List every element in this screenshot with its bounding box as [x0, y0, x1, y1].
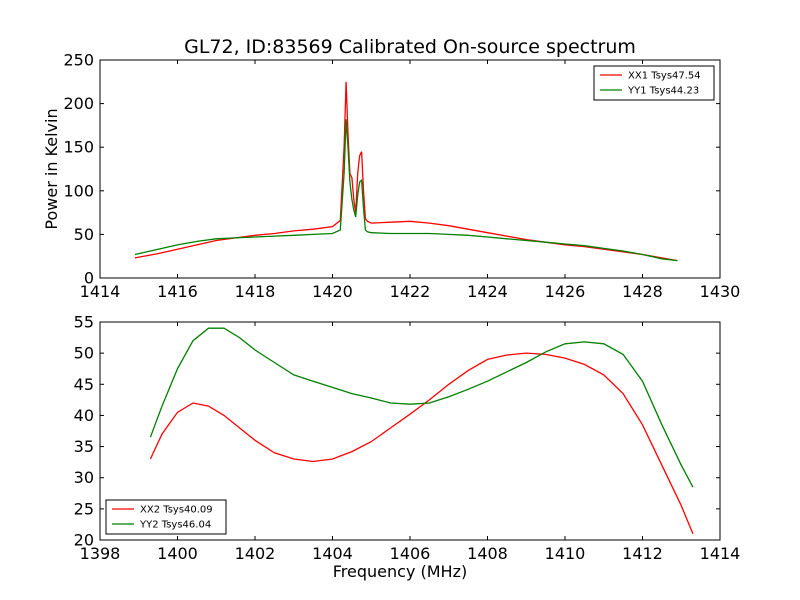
x-tick-label: 1410 — [545, 544, 586, 563]
y-axis-label: Power in Kelvin — [42, 108, 61, 229]
x-tick-label: 1414 — [80, 282, 121, 301]
y-tick-label: 50 — [74, 344, 94, 363]
x-tick-label: 1400 — [157, 544, 198, 563]
x-tick-label: 1418 — [235, 282, 276, 301]
x-tick-label: 1414 — [700, 544, 741, 563]
legend-2: XX2 Tsys40.09 YY2 Tsys46.04 — [105, 499, 227, 535]
x-tick-label: 1424 — [467, 282, 508, 301]
x-tick-label: 1412 — [622, 544, 663, 563]
x-tick-label: 1404 — [312, 544, 353, 563]
y-tick-label: 40 — [74, 406, 94, 425]
y-tick-label: 50 — [74, 225, 94, 244]
series-line-2-1 — [149, 352, 694, 535]
series-line-1-2 — [134, 119, 678, 262]
x-tick-label: 1420 — [312, 282, 353, 301]
y-tick-label: 250 — [63, 51, 94, 70]
legend-label: YY2 Tsys46.04 — [139, 520, 211, 531]
y-tick-label: 25 — [74, 499, 94, 518]
x-tick-label: 1416 — [157, 282, 198, 301]
y-tick-label: 200 — [63, 94, 94, 113]
y-tick-label: 30 — [74, 468, 94, 487]
y-tick-label: 45 — [74, 375, 94, 394]
legend-label: XX2 Tsys40.09 — [140, 505, 213, 516]
y-tick-label: 100 — [63, 181, 94, 200]
legend-label: XX1 Tsys47.54 — [628, 71, 701, 82]
y-tick-label: 0 — [84, 269, 94, 288]
legend-1: XX1 Tsys47.54 YY1 Tsys44.23 — [593, 65, 715, 101]
y-tick-label: 150 — [63, 138, 94, 157]
plot-panel-2: 1398 1400 1402 1404 1406 1408 1410 1412 1414 20 25… — [74, 313, 741, 582]
x-tick-label: 1402 — [235, 544, 276, 563]
x-tick-label: 1430 — [700, 282, 741, 301]
y-tick-label: 55 — [74, 313, 94, 332]
y-tick-label: 20 — [74, 531, 94, 550]
x-tick-label: 1426 — [545, 282, 586, 301]
chart-title: GL72, ID:83569 Calibrated On-source spec… — [184, 36, 636, 58]
x-tick-label: 1408 — [467, 544, 508, 563]
x-tick-label: 1398 — [80, 544, 121, 563]
plot-panel-1: 1414 1416 1418 1420 1422 1424 1426 1428 1430 0 50 1… — [42, 51, 740, 302]
legend-box — [105, 499, 227, 535]
y-tick-label: 35 — [74, 437, 94, 456]
x-tick-label: 1422 — [390, 282, 431, 301]
x-tick-label: 1406 — [390, 544, 431, 563]
legend-label: YY1 Tsys44.23 — [627, 86, 699, 97]
legend-box — [593, 65, 715, 101]
x-axis-label: Frequency (MHz) — [333, 562, 467, 581]
series-line-2-2 — [149, 327, 694, 488]
x-tick-label: 1428 — [622, 282, 663, 301]
